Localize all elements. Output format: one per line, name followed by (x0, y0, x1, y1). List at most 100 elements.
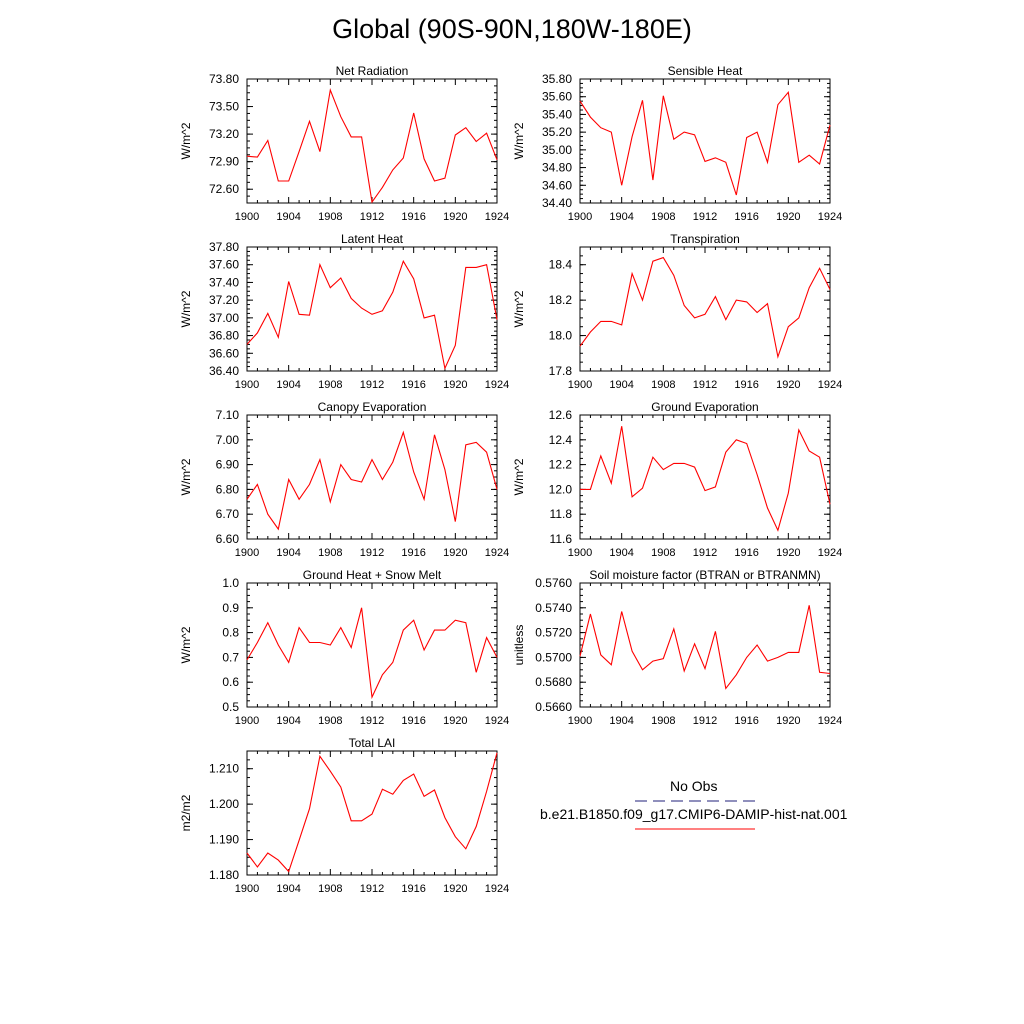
x-tick-label: 1924 (818, 547, 842, 559)
x-tick-label: 1900 (568, 715, 592, 727)
y-axis-label: W/m^2 (179, 122, 193, 159)
y-tick-label: 37.20 (209, 293, 239, 307)
x-tick-label: 1904 (276, 211, 300, 223)
y-tick-label: 35.80 (542, 72, 572, 86)
x-tick-label: 1912 (360, 883, 384, 895)
x-tick-label: 1924 (485, 379, 509, 391)
x-tick-label: 1904 (609, 211, 633, 223)
x-tick-label: 1916 (734, 547, 758, 559)
x-tick-label: 1920 (776, 715, 800, 727)
panel-title: Canopy Evaporation (318, 400, 427, 414)
plot-frame (246, 582, 498, 708)
panel-title: Soil moisture factor (BTRAN or BTRANMN) (589, 568, 820, 582)
series-line (246, 259, 498, 371)
legend-obs-swatch (635, 800, 755, 802)
y-tick-label: 37.80 (209, 240, 239, 254)
x-tick-label: 1920 (443, 211, 467, 223)
y-tick-label: 12.2 (549, 458, 573, 472)
y-tick-label: 12.4 (549, 433, 573, 447)
x-tick-label: 1924 (485, 547, 509, 559)
y-tick-label: 72.90 (209, 155, 239, 169)
plot-frame (579, 582, 831, 708)
chart-panel: Ground Heat + Snow Melt 0.5 0.6 0.7 0.8 0.9 1.… (179, 568, 509, 727)
x-tick-label: 1920 (776, 547, 800, 559)
x-tick-label: 1912 (693, 379, 717, 391)
x-tick-label: 1920 (443, 379, 467, 391)
y-axis-label: W/m^2 (179, 458, 193, 495)
y-tick-label: 1.210 (209, 762, 239, 776)
plot-frame (579, 78, 831, 204)
y-tick-label: 73.50 (209, 100, 239, 114)
x-tick-label: 1916 (401, 547, 425, 559)
panel-title: Total LAI (349, 736, 396, 750)
series-line (246, 87, 498, 204)
y-tick-label: 35.20 (542, 125, 572, 139)
y-tick-label: 34.60 (542, 178, 572, 192)
x-tick-label: 1900 (568, 547, 592, 559)
y-tick-label: 35.00 (542, 143, 572, 157)
y-axis-label: unitless (512, 625, 526, 666)
plot-frame (246, 78, 498, 204)
x-tick-label: 1920 (443, 883, 467, 895)
panel-title: Sensible Heat (668, 64, 743, 78)
y-tick-label: 6.80 (216, 482, 240, 496)
chart-panel: Net Radiation 72.60 72.90 73.20 73.50 73.80 19… (179, 64, 509, 223)
plot-frame (579, 414, 831, 540)
series-line (246, 607, 498, 700)
x-tick-label: 1916 (401, 715, 425, 727)
y-tick-label: 0.5760 (535, 576, 572, 590)
x-tick-label: 1920 (443, 547, 467, 559)
x-tick-label: 1912 (360, 379, 384, 391)
y-tick-label: 37.00 (209, 311, 239, 325)
y-axis-label: W/m^2 (179, 626, 193, 663)
chart-panel: Ground Evaporation 11.6 11.8 12.0 12.2 12.4 12… (512, 400, 842, 559)
x-tick-label: 1904 (276, 547, 300, 559)
y-tick-label: 73.80 (209, 72, 239, 86)
y-tick-label: 1.190 (209, 833, 239, 847)
x-tick-label: 1912 (693, 547, 717, 559)
y-tick-label: 0.5 (222, 700, 239, 714)
x-tick-label: 1900 (568, 211, 592, 223)
series-line (246, 430, 498, 531)
series-line (579, 256, 831, 359)
x-tick-label: 1912 (693, 715, 717, 727)
plot-frame (246, 414, 498, 540)
y-tick-label: 1.200 (209, 797, 239, 811)
y-axis-label: W/m^2 (179, 290, 193, 327)
x-tick-label: 1908 (318, 715, 342, 727)
y-tick-label: 12.6 (549, 408, 573, 422)
x-tick-label: 1916 (401, 883, 425, 895)
series-line (579, 91, 831, 196)
x-tick-label: 1920 (776, 211, 800, 223)
x-tick-label: 1904 (609, 547, 633, 559)
legend-model-label: b.e21.B1850.f09_g17.CMIP6-DAMIP-hist-nat… (540, 806, 848, 822)
x-tick-label: 1924 (485, 211, 509, 223)
chart-panel: Sensible Heat 34.40 34.60 34.80 35.00 35.20 35… (512, 64, 842, 223)
x-tick-label: 1924 (818, 715, 842, 727)
chart-panel: Canopy Evaporation 6.60 6.70 6.80 6.90 7.00 7.… (179, 400, 509, 559)
y-tick-label: 0.5740 (535, 601, 572, 615)
y-axis-label: W/m^2 (512, 458, 526, 495)
y-tick-label: 18.4 (549, 258, 573, 272)
y-tick-label: 34.80 (542, 161, 572, 175)
x-tick-label: 1904 (276, 883, 300, 895)
figure-title: Global (90S-90N,180W-180E) (332, 14, 692, 44)
x-tick-label: 1900 (235, 715, 259, 727)
x-tick-label: 1916 (401, 211, 425, 223)
y-tick-label: 0.5680 (535, 675, 572, 689)
series-line (246, 752, 498, 873)
y-tick-label: 11.8 (550, 507, 573, 521)
x-tick-label: 1916 (734, 211, 758, 223)
x-tick-label: 1924 (485, 715, 509, 727)
legend-model-swatch (635, 828, 755, 830)
x-tick-label: 1904 (609, 715, 633, 727)
y-tick-label: 18.2 (549, 293, 573, 307)
y-axis-label: W/m^2 (512, 290, 526, 327)
x-tick-label: 1908 (318, 883, 342, 895)
panel-title: Transpiration (670, 232, 740, 246)
x-tick-label: 1908 (651, 547, 675, 559)
y-tick-label: 0.5660 (535, 700, 572, 714)
y-tick-label: 0.9 (222, 601, 239, 615)
x-tick-label: 1900 (235, 883, 259, 895)
